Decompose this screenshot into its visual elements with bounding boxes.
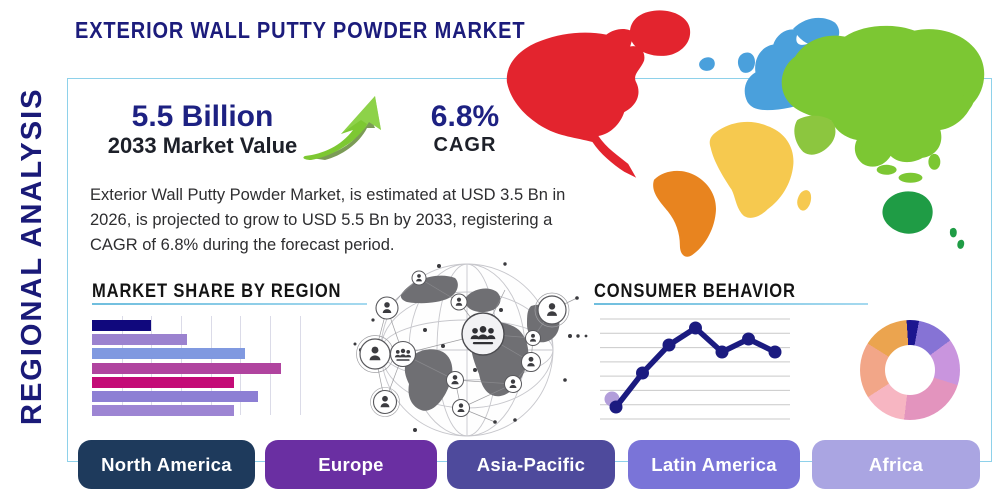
market-share-bar-chart: [92, 316, 310, 417]
market-value-number: 5.5 Billion: [131, 100, 274, 133]
map-region-madagascar: [797, 190, 812, 211]
region-button-latin-america[interactable]: Latin America: [628, 440, 800, 489]
map-region-se-asia: [860, 141, 941, 183]
line-chart-title: CONSUMER BEHAVIOR: [594, 281, 796, 302]
bar: [92, 405, 234, 417]
map-region-north-america: [506, 29, 645, 178]
map-region-japan: [960, 91, 975, 112]
donut-hole: [885, 345, 935, 395]
map-region-australia: [882, 191, 933, 234]
bar: [92, 362, 281, 374]
bar: [92, 320, 151, 331]
page-title: EXTERIOR WALL PUTTY POWDER MARKET: [75, 17, 526, 43]
map-region-new-zealand: [949, 227, 965, 249]
map-region-iceland: [699, 57, 715, 71]
bar: [92, 348, 246, 360]
line-chart-underline: [594, 303, 868, 305]
bar-chart-title: MARKET SHARE BY REGION: [92, 281, 342, 302]
bar-chart-gridline: [300, 316, 301, 415]
market-value-stat: 5.5 Billion 2033 Market Value: [95, 100, 310, 159]
globe-network-graphic: [353, 250, 595, 448]
market-description: Exterior Wall Putty Powder Market, is es…: [90, 186, 566, 255]
cagr-label: CAGR: [433, 134, 497, 156]
map-region-greenland: [629, 10, 691, 56]
map-region-asia: [781, 25, 985, 167]
market-value-label: 2033 Market Value: [107, 133, 298, 158]
bar: [92, 391, 259, 402]
donut-chart: [860, 320, 960, 420]
region-button-north-america[interactable]: North America: [78, 440, 255, 489]
bar: [92, 334, 187, 346]
growth-arrow-icon: [297, 84, 399, 166]
map-region-africa: [709, 121, 794, 218]
region-button-asia-pacific[interactable]: Asia-Pacific: [447, 440, 615, 489]
consumer-behavior-line-chart: [598, 312, 794, 426]
region-button-africa[interactable]: Africa: [812, 440, 980, 489]
sidebar-vertical-label: REGIONAL ANALYSIS: [16, 87, 48, 425]
region-button-europe[interactable]: Europe: [265, 440, 437, 489]
bar-chart-underline: [92, 303, 367, 305]
bar: [92, 376, 234, 388]
world-map: [497, 2, 994, 264]
cagr-number: 6.8%: [430, 100, 500, 133]
map-region-south-america: [653, 170, 716, 257]
cagr-stat: 6.8% CAGR: [415, 100, 515, 157]
map-region-uk: [737, 52, 756, 73]
map-region-middle-east: [794, 115, 836, 155]
